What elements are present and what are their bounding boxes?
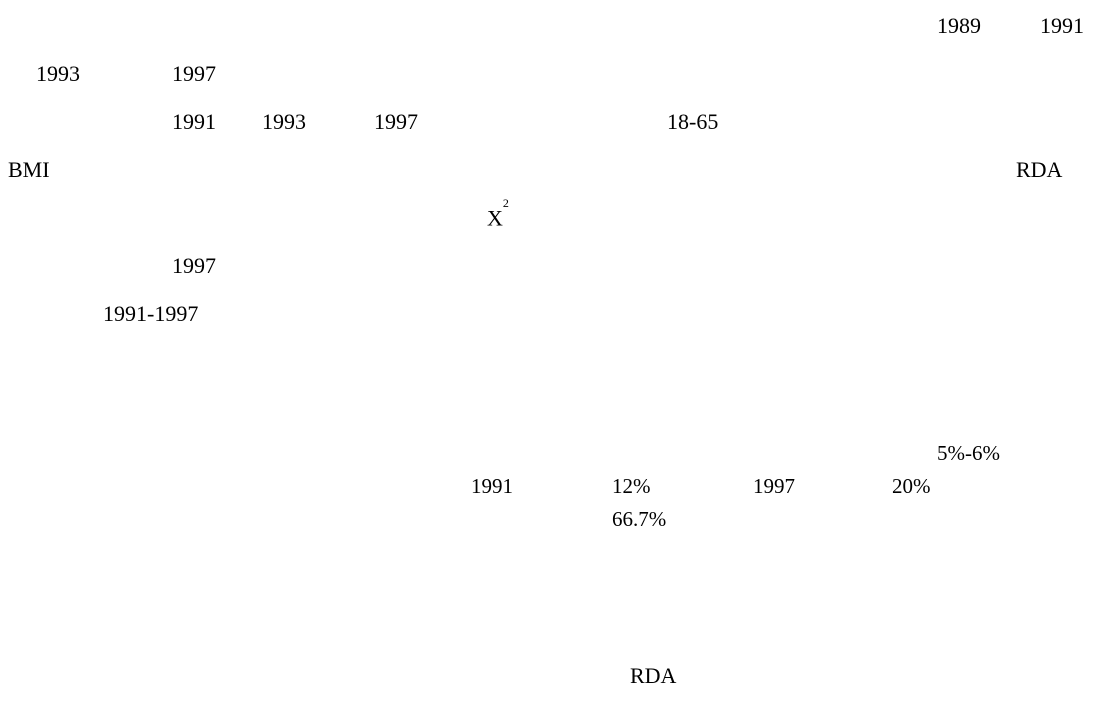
x-base: X: [487, 205, 503, 231]
text-fragment: 1993: [262, 109, 306, 134]
text-fragment: RDA: [630, 663, 677, 688]
text-fragment: 66.7%: [612, 507, 667, 531]
text-fragment: 5%-6%: [937, 441, 1000, 465]
x-squared: X2: [487, 197, 509, 231]
text-fragment: 20%: [892, 474, 931, 498]
x-superscript: 2: [502, 196, 509, 210]
text-fragment: 12%: [612, 474, 651, 498]
text-fragment: RDA: [1016, 157, 1063, 182]
text-fragment: 1991: [471, 474, 513, 498]
text-fragment: BMI: [8, 157, 50, 182]
text-fragment: 1991: [172, 109, 216, 134]
text-fragment: 1991-1997: [103, 301, 199, 326]
text-fragment: 1989: [937, 13, 981, 38]
text-fragment: 18-65: [667, 109, 719, 134]
text-fragment: 1993: [36, 61, 80, 86]
text-fragment: 1997: [374, 109, 418, 134]
text-fragment: 1991: [1040, 13, 1084, 38]
text-fragment: 1997: [172, 253, 216, 278]
text-fragment: 1997: [753, 474, 795, 498]
text-fragment: 1997: [172, 61, 216, 86]
